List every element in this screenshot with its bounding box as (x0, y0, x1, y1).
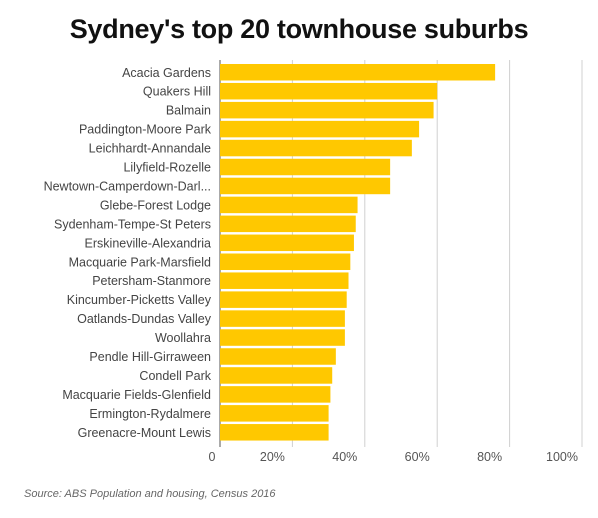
bar (220, 177, 391, 195)
category-label: Macquarie Park-Marsfield (69, 255, 211, 269)
bar (220, 424, 329, 441)
bar (220, 234, 354, 252)
category-label: Condell Park (139, 369, 211, 383)
bar (220, 64, 496, 81)
bar (220, 253, 351, 270)
category-label: Sydenham-Tempe-St Peters (54, 217, 211, 231)
category-label: Newtown-Camperdown-Darl... (44, 179, 211, 193)
category-label: Greenacre-Mount Lewis (78, 426, 211, 440)
category-label: Pendle Hill-Girraween (89, 350, 211, 364)
category-labels: Acacia Gardens Quakers Hill Balmain Padding… (44, 66, 212, 440)
x-tick-label: 100% (546, 450, 578, 464)
bar (220, 120, 420, 138)
x-axis-tick-labels: 0 20% 40% 60% 80% 100% (209, 450, 578, 464)
category-label: Macquarie Fields-Glenfield (62, 388, 211, 402)
category-label: Leichhardt-Annandale (89, 142, 211, 156)
bar (220, 405, 329, 422)
bar (220, 215, 356, 233)
category-label: Ermington-Rydalmere (89, 407, 211, 421)
x-tick-label: 60% (405, 450, 430, 464)
chart-title: Sydney's top 20 townhouse suburbs (69, 14, 529, 44)
category-label: Woollahra (155, 331, 211, 345)
bar (220, 291, 347, 308)
bar (220, 196, 358, 214)
x-tick-label: 20% (260, 450, 285, 464)
category-label: Quakers Hill (143, 85, 211, 99)
category-label: Erskineville-Alexandria (85, 236, 211, 250)
category-label: Oatlands-Dundas Valley (77, 312, 212, 326)
bar (220, 272, 349, 289)
bar (220, 310, 345, 327)
category-label: Glebe-Forest Lodge (100, 198, 211, 212)
bar (220, 386, 331, 403)
bar (220, 329, 345, 346)
x-tick-label: 40% (332, 450, 357, 464)
category-label: Lilyfield-Rozelle (123, 161, 211, 175)
category-label: Balmain (166, 104, 211, 118)
category-label: Kincumber-Picketts Valley (67, 293, 212, 307)
category-label: Paddington-Moore Park (79, 123, 212, 137)
bar (220, 101, 434, 119)
source-note: Source: ABS Population and housing, Cens… (24, 488, 276, 500)
x-tick-label: 0 (209, 450, 216, 464)
bar (220, 158, 391, 176)
category-label: Petersham-Stanmore (92, 274, 211, 288)
category-label: Acacia Gardens (122, 66, 211, 80)
bar (220, 348, 336, 365)
bar (220, 367, 333, 384)
bar (220, 139, 412, 157)
x-tick-label: 80% (477, 450, 502, 464)
bars (220, 64, 496, 441)
bar (220, 82, 438, 100)
